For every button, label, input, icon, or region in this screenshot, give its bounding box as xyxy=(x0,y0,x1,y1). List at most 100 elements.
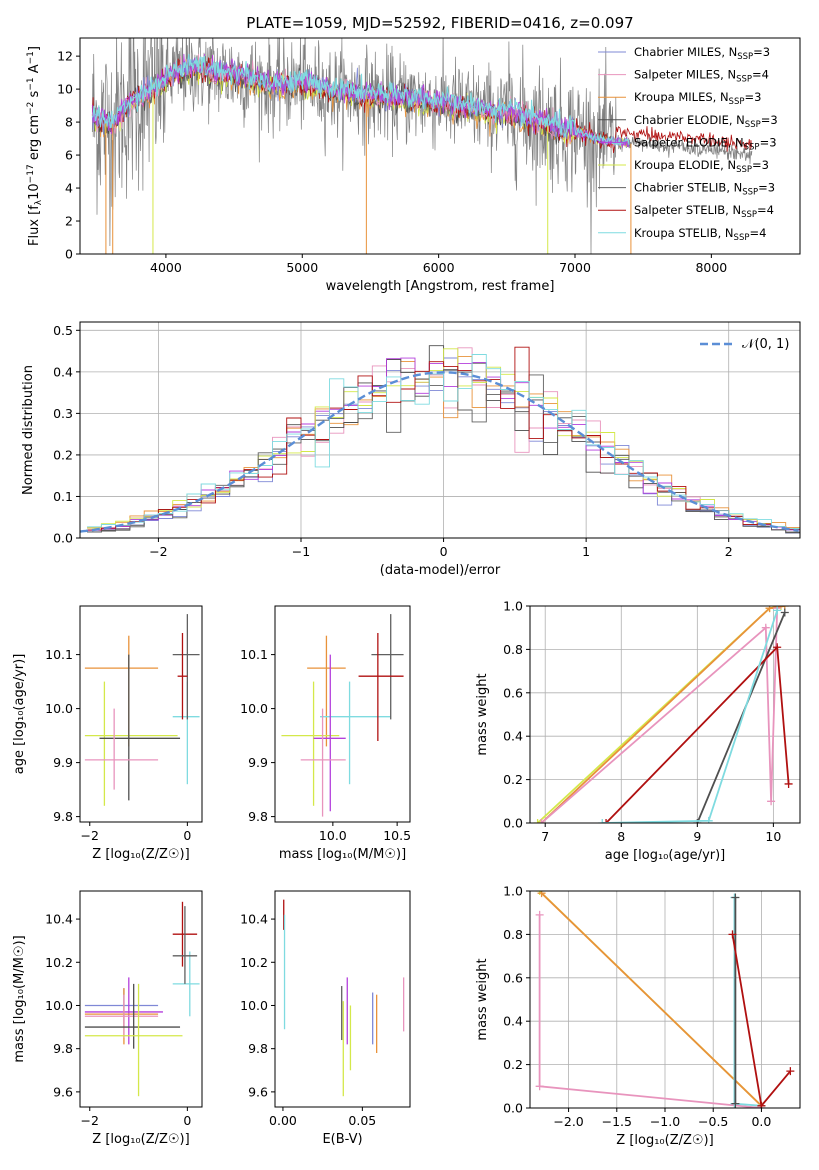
cumulative-marker-ke xyxy=(533,819,542,823)
legend-sub: SSP xyxy=(734,233,750,243)
chart-layer: 4000 5000 6000 7000 8000024681012wavelength … xyxy=(12,37,801,1148)
cumulative-marker-ce xyxy=(731,1099,740,1108)
x-tick-label: −1.0 xyxy=(650,1114,680,1129)
spectrum-model-ks xyxy=(91,53,630,146)
plot-area-residuals xyxy=(80,322,800,538)
x-tick-label: 10 xyxy=(765,829,781,844)
histogram-ss xyxy=(87,346,800,531)
y-tick-label: 10 xyxy=(57,82,73,97)
legend-entry-se: Salpeter ELODIE, NSSP=3 xyxy=(634,135,777,152)
y-tick-label: 10.1 xyxy=(240,647,268,662)
legend-value: =4 xyxy=(749,226,766,240)
cumulative-marker-sm xyxy=(535,910,544,919)
x-tick-label: −0.5 xyxy=(698,1114,728,1129)
x-tick-label: 7 xyxy=(541,829,549,844)
x-axis-label: Z [log₁₀(Z/Z☉)] xyxy=(92,1132,189,1147)
y-tick-label: 0.4 xyxy=(53,364,73,379)
cumulative-marker-ks xyxy=(773,606,782,615)
x-axis-label: (data-model)/error xyxy=(380,563,501,578)
x-tick-label: 5000 xyxy=(286,260,318,275)
x-tick-label: 9 xyxy=(693,829,701,844)
y-tick-label: 9.6 xyxy=(248,1084,268,1099)
cumulative-marker-km xyxy=(537,891,546,898)
legend-value: =3 xyxy=(753,45,770,59)
axes-cum_age: 7 8 9 10 0.0 0.2 0.4 0.6 0.8 1.0 age [log₁₀(age/yr… xyxy=(475,599,801,863)
legend-sub: SSP xyxy=(742,188,758,198)
cumulative-marker-sm xyxy=(537,819,546,823)
legend-sub: SSP xyxy=(745,120,761,130)
y-tick-label: 0.2 xyxy=(503,1057,523,1072)
y-axis-label-part: λ xyxy=(34,199,44,205)
y-tick-label: 0.0 xyxy=(503,1101,523,1116)
y-tick-label: 0.2 xyxy=(53,447,73,462)
y-tick-label: 10.4 xyxy=(240,912,268,927)
x-tick-label: −2 xyxy=(81,828,99,843)
y-tick-label: 1.0 xyxy=(503,599,523,614)
y-tick-label: 10.0 xyxy=(240,998,268,1013)
plot-area-mass_vs_ebv xyxy=(283,899,405,1097)
legend-value: =3 xyxy=(744,90,761,104)
y-axis-label: age [log₁₀(age/yr)] xyxy=(12,654,27,775)
axes-frame xyxy=(529,605,801,824)
plot-area-spectrum xyxy=(91,38,753,254)
y-axis-label-part: −2 xyxy=(26,102,36,115)
legend-entry-cm: Chabrier MILES, NSSP=3 xyxy=(634,45,770,62)
x-tick-label: 7000 xyxy=(559,260,591,275)
y-tick-label: 12 xyxy=(57,49,73,64)
y-tick-label: 10.0 xyxy=(45,998,73,1013)
cumulative-marker-ce xyxy=(780,608,789,617)
legend-value: =3 xyxy=(761,113,778,127)
axes-cum_Z: −2.0 −1.5 −1.0 −0.5 0.0 0.0 0.2 0.4 0.6 0.8 1.0 Z [… xyxy=(475,884,801,1148)
plot-area-age_vs_Z xyxy=(84,614,200,806)
legend-sub: SSP xyxy=(729,97,745,107)
y-tick-label: 0.6 xyxy=(503,685,523,700)
spectrum-legend: Chabrier MILES, NSSP=3 Salpeter MILES, NS… xyxy=(598,45,778,243)
x-axis-label: age [log₁₀(age/yr)] xyxy=(605,848,726,863)
y-axis-label-part: −1 xyxy=(26,51,36,64)
x-axis-label: wavelength [Angstrom, rest frame] xyxy=(326,279,555,294)
y-tick-label: 0.1 xyxy=(53,489,73,504)
y-tick-label: 0.2 xyxy=(503,772,523,787)
cumulative-marker-sm xyxy=(767,797,776,806)
x-tick-label: 0.0 xyxy=(751,1114,771,1129)
x-tick-label: 0.05 xyxy=(348,1113,376,1128)
y-axis-label-part: −17 xyxy=(26,164,36,183)
legend-sub: SSP xyxy=(736,165,752,175)
y-axis-label: Flux [fλ10−17 erg cm−2 s−1 A−1] xyxy=(26,46,44,246)
y-tick-label: 4 xyxy=(65,181,73,196)
axes-mass_vs_ebv: 0.00 0.05 9.6 9.8 10.0 10.2 10.4 E(B-V) xyxy=(240,890,411,1147)
legend-entry-ce: Chabrier ELODIE, NSSP=3 xyxy=(634,113,778,130)
legend-entry-normal: 𝒩(0, 1) xyxy=(742,337,789,352)
y-tick-label: 0.5 xyxy=(53,323,73,338)
axes-frame xyxy=(79,37,801,255)
x-tick-label: −2.0 xyxy=(553,1114,583,1129)
y-tick-label: 9.8 xyxy=(248,1041,268,1056)
axes-mass_vs_Z: −2 0 9.6 9.8 10.0 10.2 10.4 Z [log₁₀(Z/Z☉)] mass… xyxy=(12,890,203,1147)
y-tick-label: 0.4 xyxy=(503,729,523,744)
y-tick-label: 0.0 xyxy=(503,816,523,831)
cumulative-marker-ss xyxy=(784,779,793,788)
x-tick-label: 10.0 xyxy=(319,828,347,843)
x-tick-label: −1 xyxy=(292,544,310,559)
plot-area-mass_vs_Z xyxy=(84,901,200,1097)
y-tick-label: 10.2 xyxy=(45,955,73,970)
y-axis-label: Normed distribution xyxy=(21,365,36,495)
y-tick-label: 0.8 xyxy=(503,927,523,942)
y-tick-label: 10.0 xyxy=(240,701,268,716)
x-tick-label: 0.00 xyxy=(269,1113,297,1128)
x-tick-label: 4000 xyxy=(150,260,182,275)
y-axis-label-part: Flux [f xyxy=(27,205,42,246)
cumulative-marker-ss xyxy=(728,930,737,939)
plot-area-age_vs_mass xyxy=(281,614,404,817)
axes-frame xyxy=(79,321,801,539)
cumulative-marker-ss xyxy=(602,819,611,823)
legend-value: =4 xyxy=(752,68,769,82)
y-tick-label: 2 xyxy=(65,214,73,229)
x-tick-label: 1 xyxy=(582,544,590,559)
axes-frame xyxy=(79,890,203,1108)
x-axis-label: mass [log₁₀(M/M☉)] xyxy=(279,847,406,862)
x-tick-label: 2 xyxy=(725,544,733,559)
x-tick-label: −2 xyxy=(149,544,167,559)
legend-sub: SSP xyxy=(737,52,753,62)
